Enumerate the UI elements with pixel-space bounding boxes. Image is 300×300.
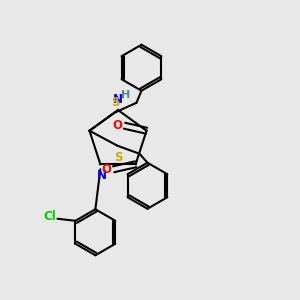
Text: O: O <box>102 163 112 176</box>
Text: O: O <box>112 119 122 132</box>
Text: Cl: Cl <box>43 210 56 223</box>
Text: N: N <box>98 169 107 182</box>
Text: S: S <box>114 151 123 164</box>
Text: N: N <box>113 93 123 106</box>
Text: S: S <box>111 96 120 109</box>
Text: H: H <box>122 90 130 100</box>
